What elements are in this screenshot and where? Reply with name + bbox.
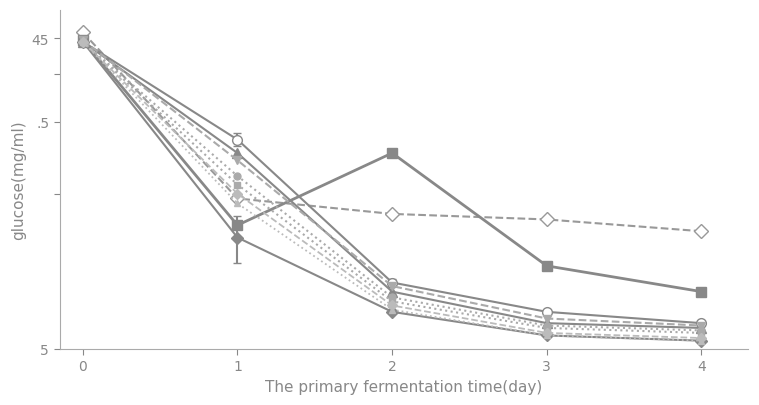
Y-axis label: glucose(mg/ml): glucose(mg/ml) [11, 120, 26, 240]
X-axis label: The primary fermentation time(day): The primary fermentation time(day) [265, 379, 543, 394]
